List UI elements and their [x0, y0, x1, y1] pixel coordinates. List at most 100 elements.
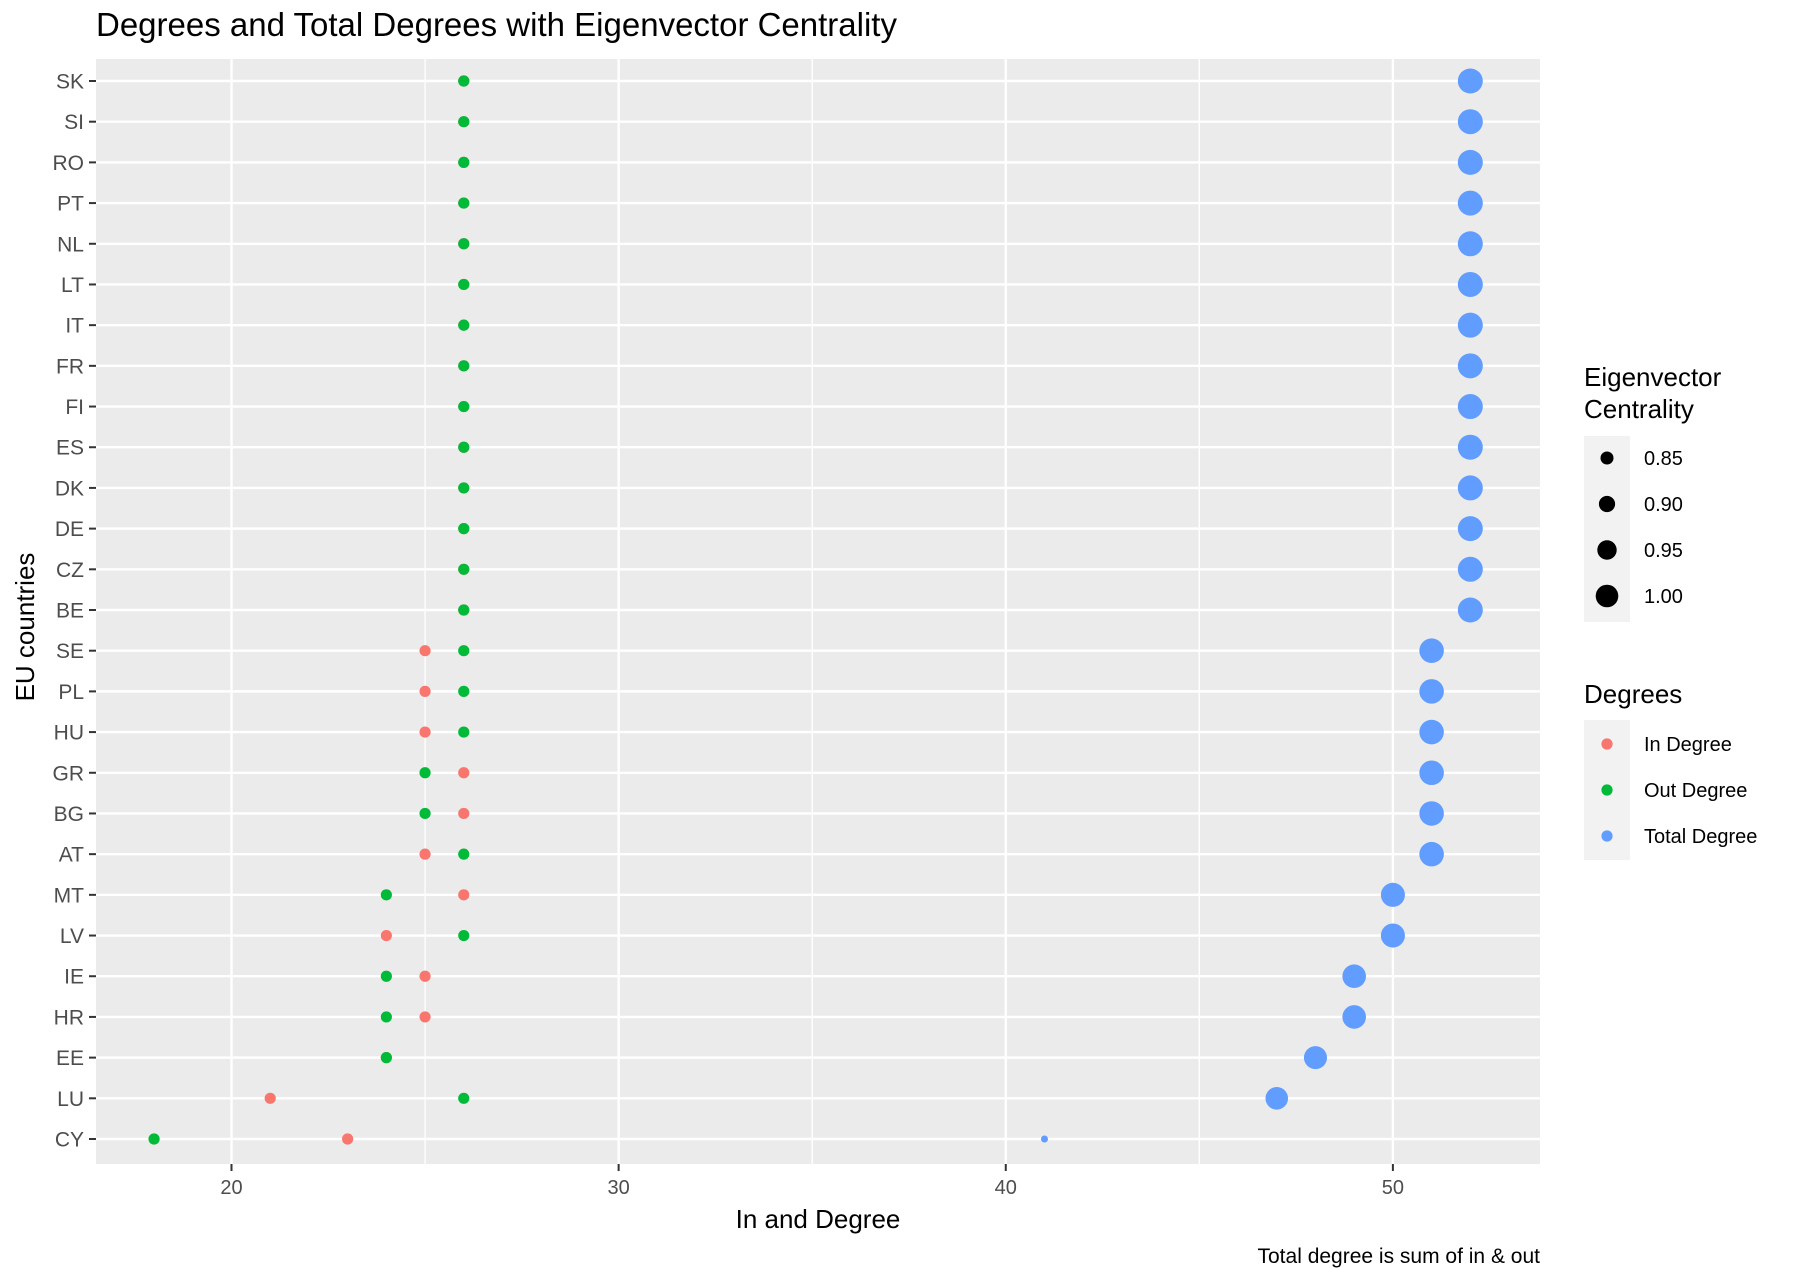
x-axis-label: In and Degree	[736, 1204, 901, 1234]
point-total-degree-ie	[1342, 964, 1366, 989]
y-tick-label: NL	[57, 233, 84, 256]
point-out-degree-cz	[458, 563, 470, 575]
point-out-degree-es	[458, 441, 470, 453]
y-tick-label: RO	[53, 152, 85, 175]
size-legend-label: 1.00	[1644, 586, 1683, 608]
point-total-degree-cz	[1457, 556, 1483, 582]
y-tick-label: LV	[60, 925, 84, 948]
point-out-degree-lv	[458, 929, 470, 942]
point-total-degree-hr	[1342, 1005, 1366, 1029]
point-out-degree-ie	[380, 970, 392, 982]
point-out-degree-nl	[458, 238, 470, 250]
y-tick-label: LT	[61, 274, 84, 297]
color-legend: Degrees In Degree Out Degree Total Degree	[1584, 679, 1757, 860]
x-axis: 20 30 40 50	[220, 1164, 1404, 1199]
point-out-degree-be	[458, 604, 470, 616]
point-out-degree-at	[458, 848, 470, 860]
point-total-degree-lv	[1380, 923, 1405, 948]
chart-title: Degrees and Total Degrees with Eigenvect…	[96, 6, 897, 43]
point-total-degree-lt	[1457, 271, 1483, 297]
size-legend-key	[1595, 584, 1619, 608]
point-in-degree-gr	[458, 767, 470, 779]
y-tick-label: SI	[64, 111, 84, 134]
point-total-degree-fi	[1457, 394, 1483, 420]
point-out-degree-sk	[458, 75, 470, 87]
y-tick-label: ES	[56, 437, 84, 460]
x-tick-label: 40	[995, 1177, 1017, 1199]
y-tick-label: LU	[57, 1088, 84, 1111]
size-legend-label: 0.95	[1644, 540, 1683, 562]
point-out-degree-ee	[380, 1052, 392, 1064]
color-legend-key	[1601, 830, 1613, 842]
y-tick-label: GR	[53, 762, 85, 785]
point-total-degree-pl	[1419, 679, 1444, 704]
point-in-degree-se	[419, 645, 431, 657]
size-legend-label: 0.85	[1644, 448, 1683, 470]
point-total-degree-lu	[1265, 1087, 1289, 1110]
point-out-degree-fi	[458, 400, 470, 413]
color-legend-key	[1601, 784, 1613, 796]
y-tick-label: BE	[56, 600, 84, 623]
y-tick-label: SE	[56, 640, 84, 663]
point-total-degree-bg	[1419, 801, 1444, 826]
size-legend-key	[1600, 451, 1614, 465]
point-total-degree-es	[1457, 434, 1483, 460]
y-tick-label: HR	[54, 1006, 84, 1029]
size-legend-title-line2: Centrality	[1584, 394, 1694, 424]
y-tick-label: CZ	[56, 559, 84, 582]
chart-caption: Total degree is sum of in & out	[1258, 1245, 1541, 1268]
point-out-degree-hr	[380, 1011, 392, 1023]
point-in-degree-lv	[380, 929, 392, 942]
point-total-degree-hu	[1419, 719, 1444, 745]
point-in-degree-hr	[419, 1011, 431, 1023]
point-total-degree-at	[1419, 841, 1444, 867]
y-tick-label: AT	[59, 844, 84, 867]
point-out-degree-hu	[458, 726, 470, 738]
y-tick-label: IT	[65, 315, 84, 338]
point-total-degree-pt	[1457, 190, 1483, 216]
size-legend-title-line1: Eigenvector	[1584, 362, 1722, 392]
point-out-degree-it	[458, 319, 470, 331]
point-out-degree-si	[458, 116, 470, 128]
point-out-degree-gr	[419, 767, 431, 779]
point-total-degree-de	[1457, 516, 1483, 542]
color-legend-label: Out Degree	[1644, 780, 1747, 802]
point-total-degree-be	[1457, 597, 1483, 623]
point-out-degree-fr	[458, 360, 470, 372]
size-legend-key	[1598, 495, 1616, 513]
point-out-degree-cy	[148, 1133, 160, 1145]
y-tick-label: PT	[57, 193, 84, 216]
point-out-degree-se	[458, 645, 470, 657]
y-axis-label: EU countries	[10, 553, 40, 702]
point-out-degree-de	[458, 523, 470, 535]
x-tick-label: 30	[608, 1177, 630, 1199]
point-out-degree-dk	[458, 482, 470, 494]
y-tick-label: EE	[56, 1047, 84, 1070]
point-total-degree-it	[1457, 312, 1483, 338]
y-tick-label: FI	[65, 396, 84, 419]
point-total-degree-se	[1419, 638, 1444, 663]
y-tick-label: PL	[58, 681, 84, 704]
y-tick-label: DK	[55, 477, 84, 500]
point-total-degree-nl	[1457, 231, 1483, 257]
point-in-degree-mt	[458, 889, 470, 901]
color-legend-label: Total Degree	[1644, 826, 1757, 848]
point-out-degree-pt	[458, 197, 470, 209]
y-axis: CY LU EE HR IE LV MT AT BG GR HU PL SE BE CZ DE DK ES FI FR…	[53, 71, 96, 1152]
point-total-degree-gr	[1419, 760, 1444, 786]
y-tick-label: SK	[56, 71, 84, 94]
point-total-degree-si	[1457, 109, 1483, 135]
point-out-degree-ro	[458, 156, 470, 168]
point-total-degree-cy	[1040, 1135, 1048, 1143]
point-total-degree-ro	[1457, 149, 1483, 175]
point-in-degree-cy	[342, 1133, 354, 1145]
color-legend-label: In Degree	[1644, 734, 1732, 756]
point-in-degree-ie	[419, 970, 431, 982]
size-legend: Eigenvector Centrality 0.85 0.90 0.95 1.00	[1584, 362, 1722, 622]
point-out-degree-mt	[380, 889, 392, 901]
point-total-degree-mt	[1380, 882, 1405, 907]
point-total-degree-fr	[1457, 353, 1483, 379]
point-in-degree-lu	[264, 1092, 276, 1104]
point-out-degree-lu	[458, 1092, 470, 1104]
